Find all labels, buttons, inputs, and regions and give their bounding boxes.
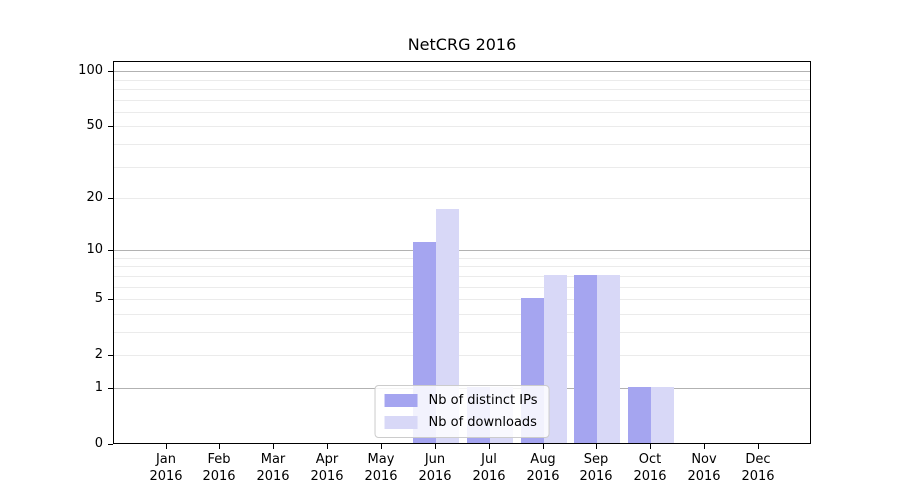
x-tick-jul bbox=[489, 444, 490, 449]
gridline-minor-20 bbox=[114, 197, 810, 199]
legend-label-downloads: Nb of downloads bbox=[428, 415, 537, 430]
y-tick-label-20: 20 bbox=[86, 189, 103, 205]
y-tick-label-10: 10 bbox=[86, 242, 103, 258]
y-tick-5 bbox=[108, 299, 113, 301]
x-tick-apr bbox=[327, 444, 328, 449]
gridline-minor-80 bbox=[114, 88, 810, 90]
y-tick-label-0: 0 bbox=[94, 436, 103, 451]
gridline-minor-90 bbox=[114, 79, 810, 81]
x-tick-feb bbox=[219, 444, 220, 449]
legend-entry-downloads: Nb of downloads bbox=[384, 415, 538, 430]
x-tick-jun bbox=[435, 444, 436, 449]
x-tick-label-aug: Aug 2016 bbox=[526, 452, 560, 484]
y-tick-50 bbox=[108, 126, 113, 128]
x-tick-label-jan: Jan 2016 bbox=[149, 452, 183, 484]
x-tick-label-jun: Jun 2016 bbox=[418, 452, 452, 484]
y-tick-label-2: 2 bbox=[94, 347, 103, 363]
gridline-minor-8 bbox=[114, 266, 810, 268]
gridline-minor-2 bbox=[114, 355, 810, 357]
gridline-minor-30 bbox=[114, 166, 810, 168]
x-tick-oct bbox=[650, 444, 651, 449]
gridline-minor-4 bbox=[114, 313, 810, 315]
bar-oct-distinct-ips bbox=[628, 387, 652, 443]
legend-swatch-distinct-ips bbox=[384, 394, 418, 407]
y-tick-label-100: 100 bbox=[78, 63, 103, 79]
x-tick-jan bbox=[166, 444, 167, 449]
gridline-minor-3 bbox=[114, 331, 810, 333]
x-tick-mar bbox=[273, 444, 274, 449]
legend-label-distinct-ips: Nb of distinct IPs bbox=[428, 393, 538, 408]
bar-oct-downloads bbox=[651, 387, 675, 443]
x-tick-label-apr: Apr 2016 bbox=[310, 452, 344, 484]
gridline-major-10 bbox=[114, 250, 810, 252]
x-tick-aug bbox=[543, 444, 544, 449]
y-tick-20 bbox=[108, 197, 113, 199]
y-tick-2 bbox=[108, 355, 113, 357]
y-tick-0 bbox=[108, 444, 113, 445]
gridline-minor-9 bbox=[114, 257, 810, 259]
plot-area: Nb of distinct IPs Nb of downloads bbox=[113, 61, 811, 444]
chart-title: NetCRG 2016 bbox=[407, 35, 517, 54]
gridline-minor-40 bbox=[114, 143, 810, 145]
x-tick-label-feb: Feb 2016 bbox=[202, 452, 236, 484]
y-tick-10 bbox=[108, 250, 113, 252]
x-tick-label-jul: Jul 2016 bbox=[472, 452, 506, 484]
gridline-minor-60 bbox=[114, 111, 810, 113]
x-tick-nov bbox=[704, 444, 705, 449]
y-tick-label-1: 1 bbox=[94, 379, 103, 395]
x-tick-label-sep: Sep 2016 bbox=[579, 452, 613, 484]
y-tick-100 bbox=[108, 71, 113, 73]
legend: Nb of distinct IPs Nb of downloads bbox=[374, 385, 550, 438]
x-tick-label-oct: Oct 2016 bbox=[633, 452, 667, 484]
gridline-minor-70 bbox=[114, 99, 810, 101]
x-tick-sep bbox=[596, 444, 597, 449]
legend-entry-distinct-ips: Nb of distinct IPs bbox=[384, 393, 538, 408]
y-tick-1 bbox=[108, 387, 113, 389]
bar-jun-downloads bbox=[435, 209, 459, 443]
gridline-major-100 bbox=[114, 71, 810, 73]
y-tick-label-5: 5 bbox=[94, 291, 103, 307]
gridline-minor-5 bbox=[114, 299, 810, 301]
gridline-minor-7 bbox=[114, 275, 810, 277]
y-tick-label-50: 50 bbox=[86, 118, 103, 134]
gridline-minor-50 bbox=[114, 126, 810, 128]
x-tick-label-nov: Nov 2016 bbox=[687, 452, 721, 484]
x-tick-may bbox=[381, 444, 382, 449]
x-tick-label-dec: Dec 2016 bbox=[741, 452, 775, 484]
gridline-minor-6 bbox=[114, 286, 810, 288]
bar-sep-downloads bbox=[597, 275, 621, 443]
bar-sep-distinct-ips bbox=[574, 275, 598, 443]
x-tick-label-mar: Mar 2016 bbox=[256, 452, 290, 484]
x-tick-label-may: May 2016 bbox=[364, 452, 398, 484]
legend-swatch-downloads bbox=[384, 416, 418, 429]
x-tick-dec bbox=[758, 444, 759, 449]
